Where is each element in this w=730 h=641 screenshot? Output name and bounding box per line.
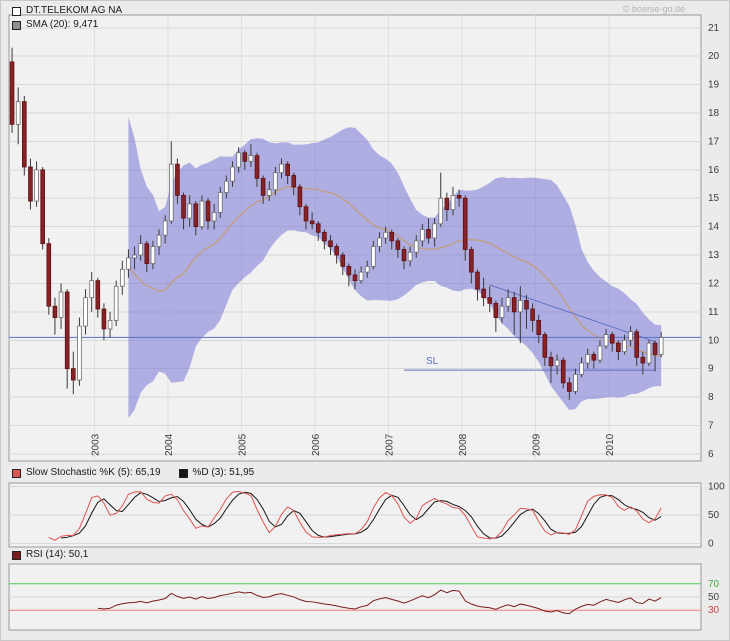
svg-text:12: 12: [708, 278, 720, 289]
rsi-panel: 70 50 30: [8, 563, 720, 631]
svg-text:70: 70: [708, 579, 720, 590]
svg-text:14: 14: [708, 222, 720, 233]
svg-text:2009: 2009: [532, 433, 543, 456]
svg-text:17: 17: [708, 136, 720, 147]
stochastic-k-label: Slow Stochastic %K (5): 65,19: [26, 467, 161, 478]
stochastic-k-swatch: [12, 468, 21, 478]
stochastic-d-legend-item: %D (3): 51,95: [178, 467, 255, 479]
svg-text:2004: 2004: [164, 433, 175, 456]
sma-label: SMA (20): 9,471: [26, 19, 99, 30]
svg-text:13: 13: [708, 250, 720, 261]
svg-text:20: 20: [708, 51, 720, 62]
sma-legend-item: SMA (20): 9,471: [12, 19, 122, 31]
svg-text:SL: SL: [426, 356, 439, 367]
main-chart-legend: DT.TELEKOM AG NA SMA (20): 9,471: [12, 5, 122, 33]
svg-text:11: 11: [708, 307, 719, 318]
main-price-panel: 21 20 19 18 17 16 15 14 13 12 11 10 9 8 7 6 2003 2004 2005…: [8, 14, 720, 462]
stochastic-legend: Slow Stochastic %K (5): 65,19 %D (3): 51…: [12, 467, 254, 481]
svg-text:9: 9: [708, 364, 714, 375]
svg-text:50: 50: [708, 592, 720, 603]
symbol-label: DT.TELEKOM AG NA: [26, 5, 123, 16]
svg-text:2007: 2007: [385, 433, 396, 456]
svg-text:16: 16: [708, 165, 720, 176]
svg-text:50: 50: [708, 510, 720, 521]
site-watermark: © boerse-go.de: [622, 4, 685, 14]
svg-text:2010: 2010: [605, 433, 616, 456]
svg-text:6: 6: [708, 449, 714, 460]
stochastic-d-swatch: [178, 468, 188, 478]
svg-text:2006: 2006: [311, 433, 322, 456]
svg-text:2003: 2003: [91, 433, 102, 456]
svg-text:100: 100: [708, 481, 725, 492]
svg-text:15: 15: [708, 193, 720, 204]
svg-text:0: 0: [708, 539, 714, 550]
symbol-legend-item: DT.TELEKOM AG NA: [12, 5, 122, 17]
svg-text:2005: 2005: [238, 433, 249, 456]
svg-text:2008: 2008: [458, 433, 469, 456]
rsi-legend: RSI (14): 50,1: [12, 549, 88, 563]
stochastic-d-label: %D (3): 51,95: [192, 467, 255, 478]
stochastic-panel: 100 50 0: [8, 481, 725, 550]
svg-text:30: 30: [708, 605, 720, 616]
svg-text:10: 10: [708, 335, 720, 346]
stochastic-k-legend-item: Slow Stochastic %K (5): 65,19: [12, 467, 161, 479]
sma-swatch: [12, 20, 21, 30]
symbol-swatch: [12, 6, 21, 16]
svg-text:21: 21: [708, 23, 720, 34]
rsi-swatch: [12, 550, 21, 560]
rsi-label: RSI (14): 50,1: [26, 549, 89, 560]
svg-text:7: 7: [708, 420, 714, 431]
svg-text:8: 8: [708, 392, 714, 403]
svg-text:19: 19: [708, 80, 720, 91]
svg-text:18: 18: [708, 108, 720, 119]
rsi-legend-item: RSI (14): 50,1: [12, 549, 88, 561]
